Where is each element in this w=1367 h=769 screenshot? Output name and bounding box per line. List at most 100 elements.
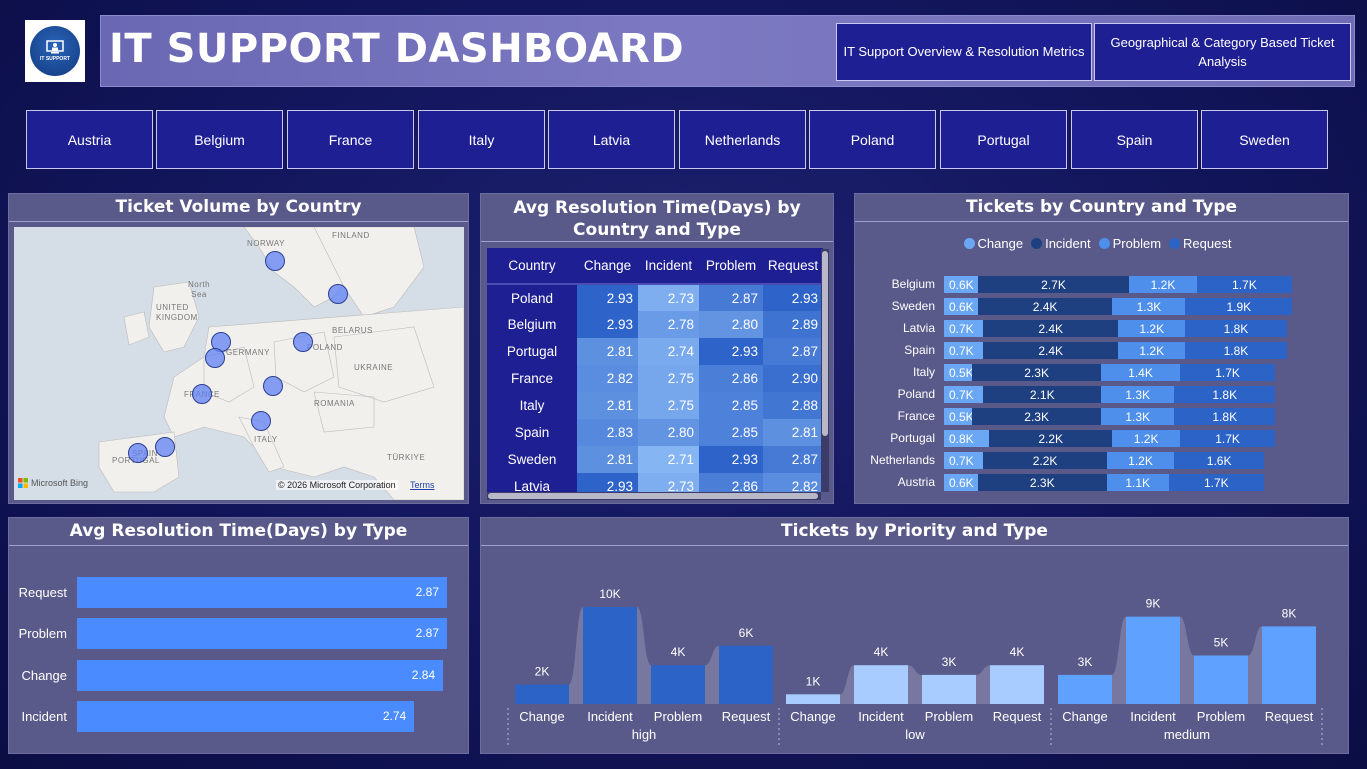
stacked-bar[interactable]: 0.7K 2.4K 1.2K 1.8K — [944, 320, 1287, 337]
bar-segment[interactable]: 1.8K — [1174, 408, 1276, 425]
bar-segment[interactable]: 1.2K — [1118, 320, 1186, 337]
bar-segment[interactable]: 1.2K — [1106, 452, 1175, 469]
country-bubble-poland[interactable] — [293, 332, 313, 352]
stacked-bar[interactable]: 0.5K 2.3K 1.3K 1.8K — [944, 408, 1276, 425]
bar[interactable] — [1058, 674, 1112, 704]
bar-segment[interactable]: 2.3K — [977, 474, 1107, 491]
bar-segment[interactable]: 1.7K — [1196, 276, 1293, 293]
stacked-bar[interactable]: 0.6K 2.3K 1.1K 1.7K — [944, 474, 1265, 491]
bar-segment[interactable]: 1.7K — [1179, 430, 1276, 447]
legend-item[interactable]: Incident — [1031, 236, 1091, 251]
country-button-netherlands[interactable]: Netherlands — [679, 110, 806, 169]
bar-segment[interactable]: 1.4K — [1101, 364, 1180, 381]
bar-segment[interactable]: 0.5K — [944, 364, 974, 381]
heatmap-table-container[interactable]: Country Change Incident Problem Request … — [487, 248, 823, 492]
bar-segment[interactable]: 1.2K — [1129, 276, 1197, 293]
bar[interactable]: 2.84 — [77, 660, 444, 691]
table-row[interactable]: Portugal 2.81 2.74 2.93 2.87 — [487, 338, 823, 365]
bar-segment[interactable]: 1.2K — [1118, 342, 1186, 359]
bar-segment[interactable]: 0.7K — [944, 386, 984, 403]
column-header[interactable]: Change — [577, 248, 638, 285]
bar-segment[interactable]: 0.6K — [944, 276, 978, 293]
stacked-bar[interactable]: 0.7K 2.1K 1.3K 1.8K — [944, 386, 1276, 403]
column-header[interactable]: Problem — [699, 248, 763, 285]
country-button-belgium[interactable]: Belgium — [156, 110, 283, 169]
horizontal-scrollbar[interactable] — [487, 492, 821, 500]
map[interactable]: NORWAY FINLAND North Sea UNITED KINGDOM … — [14, 227, 464, 500]
nav-geographical-button[interactable]: Geographical & Category Based Ticket Ana… — [1094, 23, 1351, 81]
terms-link[interactable]: Terms — [410, 480, 435, 490]
bar[interactable] — [922, 674, 976, 704]
bar[interactable] — [1194, 655, 1248, 705]
country-bubble-spain[interactable] — [155, 437, 175, 457]
bar-segment[interactable]: 1.7K — [1179, 364, 1276, 381]
bar-segment[interactable]: 1.3K — [1112, 298, 1186, 315]
bar-segment[interactable]: 1.3K — [1101, 386, 1175, 403]
table-row[interactable]: France 2.82 2.75 2.86 2.90 — [487, 365, 823, 392]
scrollbar-thumb[interactable] — [822, 251, 828, 436]
column-header[interactable]: Incident — [638, 248, 699, 285]
table-row[interactable]: Sweden 2.81 2.71 2.93 2.87 — [487, 446, 823, 473]
bar-segment[interactable]: 0.6K — [944, 298, 978, 315]
table-row[interactable]: Latvia 2.93 2.73 2.86 2.82 — [487, 473, 823, 492]
table-row[interactable]: Italy 2.81 2.75 2.85 2.88 — [487, 392, 823, 419]
bar[interactable] — [651, 665, 705, 704]
bar-segment[interactable]: 2.2K — [983, 452, 1107, 469]
country-button-latvia[interactable]: Latvia — [548, 110, 675, 169]
country-bubble-belgium[interactable] — [205, 348, 225, 368]
bar[interactable] — [786, 694, 840, 704]
bar-segment[interactable]: 0.7K — [944, 452, 984, 469]
bar-segment[interactable]: 1.3K — [1101, 408, 1175, 425]
country-button-portugal[interactable]: Portugal — [940, 110, 1067, 169]
bar-segment[interactable]: 1.8K — [1174, 386, 1276, 403]
bar[interactable] — [719, 645, 773, 704]
bar[interactable]: 2.74 — [77, 701, 415, 732]
bar-segment[interactable]: 2.4K — [983, 320, 1119, 337]
bar-segment[interactable]: 1.9K — [1185, 298, 1293, 315]
country-bubble-france[interactable] — [192, 384, 212, 404]
country-button-sweden[interactable]: Sweden — [1201, 110, 1328, 169]
legend-item[interactable]: Change — [963, 236, 1023, 251]
bar-segment[interactable]: 0.7K — [944, 320, 984, 337]
bar-segment[interactable]: 0.5K — [944, 408, 974, 425]
column-header[interactable]: Country — [487, 248, 577, 285]
bar[interactable] — [990, 665, 1044, 704]
country-button-france[interactable]: France — [287, 110, 414, 169]
bar-segment[interactable]: 0.7K — [944, 342, 984, 359]
bar[interactable] — [515, 684, 569, 704]
bar-segment[interactable]: 1.2K — [1112, 430, 1180, 447]
country-bubble-portugal[interactable] — [128, 443, 148, 463]
legend-item[interactable]: Request — [1169, 236, 1231, 251]
legend-item[interactable]: Problem — [1098, 236, 1161, 251]
bar[interactable] — [854, 665, 908, 704]
bar-segment[interactable]: 2.7K — [977, 276, 1130, 293]
stacked-bar[interactable]: 0.7K 2.4K 1.2K 1.8K — [944, 342, 1287, 359]
bar-segment[interactable]: 1.8K — [1185, 320, 1287, 337]
table-row[interactable]: Belgium 2.93 2.78 2.80 2.89 — [487, 311, 823, 338]
country-button-spain[interactable]: Spain — [1071, 110, 1198, 169]
bar-segment[interactable]: 1.1K — [1106, 474, 1169, 491]
bar-segment[interactable]: 2.1K — [983, 386, 1102, 403]
column-header[interactable]: Request — [763, 248, 823, 285]
stacked-bar[interactable]: 0.5K 2.3K 1.4K 1.7K — [944, 364, 1276, 381]
nav-overview-button[interactable]: IT Support Overview & Resolution Metrics — [836, 23, 1092, 81]
bar-segment[interactable]: 2.4K — [983, 342, 1119, 359]
country-bubble-latvia[interactable] — [328, 284, 348, 304]
country-bubble-sweden[interactable] — [265, 251, 285, 271]
stacked-bar[interactable]: 0.6K 2.4K 1.3K 1.9K — [944, 298, 1293, 315]
scrollbar-thumb[interactable] — [488, 493, 818, 499]
bar[interactable] — [1126, 616, 1180, 704]
bar-segment[interactable]: 1.8K — [1185, 342, 1287, 359]
bar[interactable]: 2.87 — [77, 577, 447, 608]
bar[interactable] — [583, 607, 637, 704]
country-button-italy[interactable]: Italy — [418, 110, 545, 169]
country-button-poland[interactable]: Poland — [809, 110, 936, 169]
country-bubble-austria[interactable] — [263, 376, 283, 396]
bar-segment[interactable]: 0.8K — [944, 430, 989, 447]
bar-segment[interactable]: 2.2K — [988, 430, 1113, 447]
bar[interactable] — [1262, 626, 1316, 704]
country-bubble-italy[interactable] — [251, 411, 271, 431]
bar-segment[interactable]: 2.3K — [972, 408, 1102, 425]
bar-segment[interactable]: 0.6K — [944, 474, 978, 491]
stacked-bar[interactable]: 0.6K 2.7K 1.2K 1.7K — [944, 276, 1293, 293]
